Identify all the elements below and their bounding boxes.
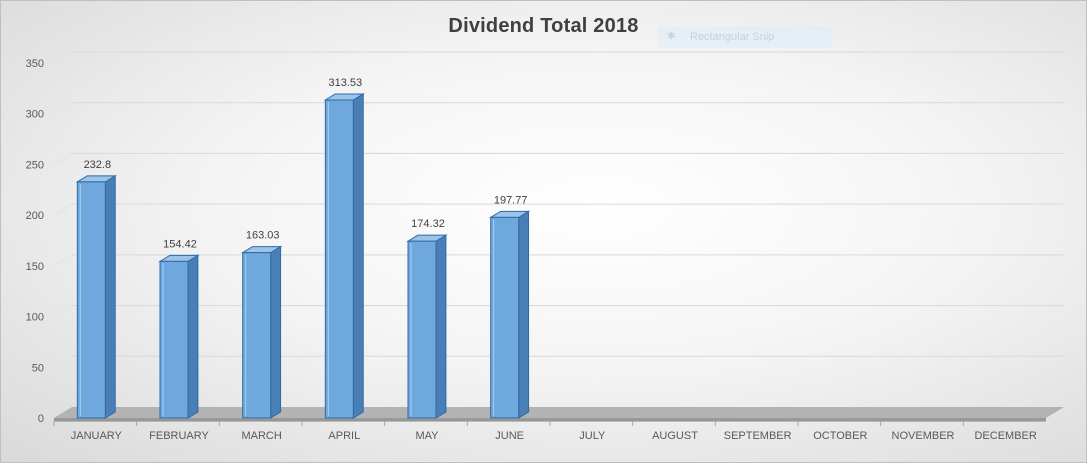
y-tick-label: 200	[26, 210, 44, 222]
gridline-side	[53, 254, 73, 267]
x-tick-label: JUNE	[495, 430, 524, 442]
chart-title: Dividend Total 2018	[448, 15, 639, 37]
bar	[324, 99, 354, 419]
data-label: 154.42	[163, 238, 197, 250]
y-tick-label: 150	[26, 261, 44, 273]
bar	[159, 260, 189, 419]
x-tick-label: JULY	[579, 430, 606, 442]
bar	[242, 252, 272, 419]
x-tick-label: SEPTEMBER	[724, 430, 792, 442]
x-tick-label: FEBRUARY	[149, 430, 209, 442]
gridline-side	[53, 51, 73, 64]
data-label: 163.03	[246, 230, 280, 242]
y-tick-label: 350	[26, 58, 44, 70]
x-tick-label: MAY	[415, 430, 439, 442]
gridline-side	[53, 102, 73, 115]
y-tick-label: 250	[26, 159, 44, 171]
x-tick-label: NOVEMBER	[892, 430, 955, 442]
y-tick-label: 0	[38, 413, 44, 425]
y-tick-label: 300	[26, 109, 44, 121]
bar-side	[270, 245, 282, 419]
x-tick-label: APRIL	[328, 430, 360, 442]
x-tick-label: DECEMBER	[974, 430, 1036, 442]
gridline-side	[53, 153, 73, 165]
gridline-side	[53, 203, 73, 216]
bar	[76, 181, 106, 419]
bar-side	[104, 174, 116, 419]
y-tick-label: 50	[32, 362, 44, 374]
gridline-side	[53, 305, 73, 317]
x-tick-label: AUGUST	[652, 430, 698, 442]
data-label: 313.53	[329, 77, 363, 89]
bar-side	[352, 93, 364, 419]
bar	[407, 240, 437, 419]
snip-label: Rectangular Snip	[690, 31, 775, 43]
data-label: 232.8	[84, 159, 112, 171]
chart-floor	[54, 407, 1064, 418]
data-label: 174.32	[411, 218, 445, 230]
bar-side	[187, 254, 199, 419]
x-tick-label: MARCH	[241, 430, 281, 442]
bar-side	[435, 234, 447, 419]
x-tick-label: JANUARY	[71, 430, 123, 442]
snip-icon: ✱	[667, 31, 676, 42]
x-tick-label: OCTOBER	[813, 430, 867, 442]
bar	[490, 216, 520, 419]
gridline-side	[53, 355, 73, 368]
chart-floor-edge	[54, 418, 1046, 421]
y-tick-label: 100	[26, 312, 44, 324]
rectangular-snip-tooltip: ✱ Rectangular Snip	[658, 26, 832, 48]
data-label: 197.77	[494, 194, 528, 206]
bar-side	[518, 210, 530, 419]
